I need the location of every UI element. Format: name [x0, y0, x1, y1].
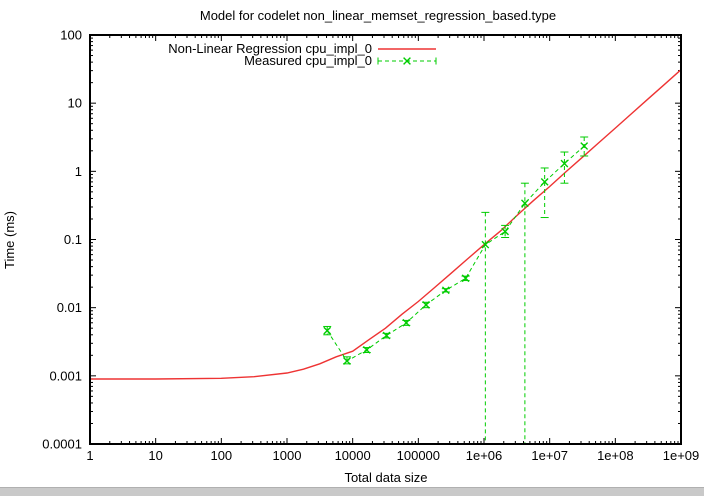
regression-line [90, 69, 682, 380]
plot-series [90, 69, 682, 444]
x-tick-label: 1e+08 [597, 448, 634, 463]
y-tick-label: 100 [60, 28, 82, 43]
legend-label-regression: Non-Linear Regression cpu_impl_0 [168, 41, 372, 56]
x-axis-label: Total data size [344, 470, 427, 485]
x-marker [362, 346, 371, 354]
x-tick-label: 1e+06 [466, 448, 503, 463]
x-tick-label: 1e+09 [663, 448, 700, 463]
x-marker [580, 142, 589, 150]
bottom-scrollbar[interactable] [0, 487, 704, 496]
x-tick-label: 1e+07 [531, 448, 568, 463]
chart-title: Model for codelet non_linear_memset_regr… [200, 8, 556, 23]
x-marker [540, 177, 549, 186]
y-tick-label: 0.1 [64, 232, 82, 247]
x-marker [501, 227, 510, 236]
x-tick-label: 1000 [273, 448, 302, 463]
y-tick-label: 1 [75, 164, 82, 179]
x-marker [343, 357, 351, 365]
legend-line-samples [377, 48, 437, 65]
legend-sample-x-marker [403, 57, 411, 65]
x-tick-label: 100 [210, 448, 232, 463]
y-tick-label: 10 [68, 96, 82, 111]
measured-line [326, 145, 585, 362]
y-tick-label: 0.01 [57, 300, 82, 315]
x-marker [520, 199, 529, 208]
x-tick-label: 100000 [397, 448, 440, 463]
axis-ticks: 1 10 100 1000 10000 100000 1e+06 1e+07 1e+08 1e+0… [42, 28, 699, 464]
plot-border [89, 34, 682, 445]
x-marker [382, 331, 391, 340]
x-marker [422, 300, 430, 309]
x-marker [402, 318, 411, 327]
legend-label-measured: Measured cpu_impl_0 [244, 53, 372, 68]
x-marker [323, 326, 332, 335]
x-tick-label: 10 [148, 448, 162, 463]
x-marker [441, 286, 450, 295]
y-axis-label: Time (ms) [2, 211, 17, 269]
x-tick-label: 1 [86, 448, 93, 463]
x-marker [481, 240, 490, 249]
x-marker [560, 159, 569, 168]
x-marker [461, 274, 470, 283]
y-tick-label: 0.001 [49, 368, 82, 383]
y-tick-label: 0.0001 [42, 437, 82, 452]
x-tick-label: 10000 [335, 448, 371, 463]
